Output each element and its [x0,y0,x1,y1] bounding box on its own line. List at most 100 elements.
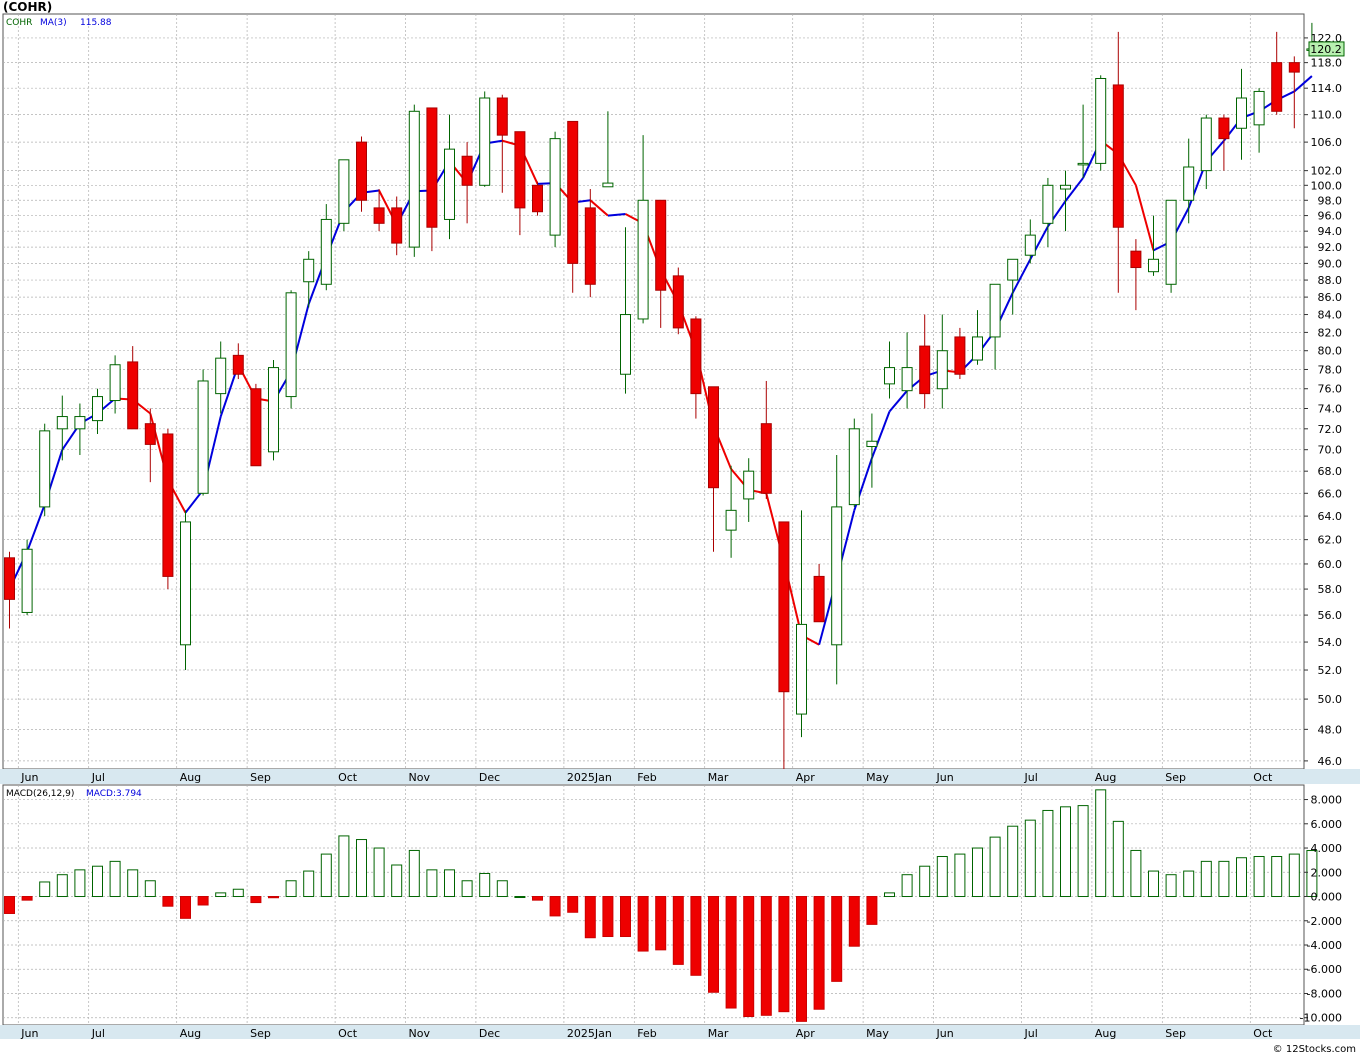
candle-down [655,199,667,291]
macd-bar-negative [180,896,191,919]
price-y-tick-label: 106.0 [1311,136,1343,149]
candle-up [637,199,649,320]
macd-bar-positive [1253,856,1265,898]
price-y-tick-label: 60.0 [1318,558,1343,571]
candle-up [56,416,68,430]
candle-down [250,388,262,467]
x-tick-label: Sep [1165,771,1186,784]
candle-up [180,521,191,646]
candle-down [4,557,15,600]
chart-title: (COHR) [3,0,53,14]
candle-down [496,97,508,136]
macd-bar-positive [1007,825,1019,898]
macd-bar-negative [162,896,174,907]
price-y-tick-label: 82.0 [1318,326,1343,339]
candle-down [461,155,473,186]
price-y-tick-label: 52.0 [1318,664,1343,677]
candle-up [989,283,1001,338]
macd-bar-negative [796,896,807,1022]
candle-up [444,148,455,220]
x-tick-label-lower: Oct [338,1027,358,1040]
candle-down [162,433,174,577]
macd-bar-positive [92,865,103,898]
macd-bar-positive [1042,809,1054,898]
macd-bar-positive [39,881,51,898]
candle-up [743,470,755,500]
price-y-tick-label: 114.0 [1311,82,1343,95]
candle-up [1200,117,1212,172]
macd-y-tick-label: 4.000 [1311,842,1343,855]
x-tick-label: Aug [1095,771,1116,784]
candle-up [197,380,209,494]
x-tick-label-lower: Aug [1095,1027,1116,1040]
price-y-tick-label: 118.0 [1311,57,1343,70]
macd-bar-negative [831,896,843,982]
candle-up [109,364,121,402]
macd-bar-negative [620,896,631,938]
price-y-tick-label: 84.0 [1318,309,1343,322]
x-tick-label-lower: Dec [479,1027,500,1040]
macd-bar-positive [391,864,403,898]
candle-up [408,110,420,248]
candle-up [972,336,983,361]
macd-y-tick-label: 8.000 [1311,794,1343,807]
macd-bar-negative [743,896,755,1018]
candle-down [584,207,596,285]
x-tick-label-lower: Aug [180,1027,201,1040]
ma3-segment [1011,258,1032,294]
price-y-tick-label: 100.0 [1311,179,1343,192]
x-tick-label: Jul [1024,771,1038,784]
x-tick-label-lower: May [866,1027,889,1040]
macd-y-tick-label: -8.000 [1307,987,1342,1000]
candle-down [426,107,438,228]
macd-bar-positive [972,847,983,898]
macd-bar-positive [1271,856,1283,898]
macd-bar-positive [127,869,139,898]
price-y-tick-label: 110.0 [1311,109,1343,122]
macd-bar-negative [866,896,878,925]
candle-up [303,258,315,283]
macd-bar-negative [584,896,596,939]
price-y-tick-label: 46.0 [1318,755,1343,768]
candle-down [813,575,825,623]
x-tick-label: Oct [338,771,358,784]
candle-down [127,361,139,430]
macd-bar-positive [444,869,455,898]
candle-up [479,97,491,186]
x-tick-label: May [866,771,889,784]
macd-bar-negative [268,896,279,899]
macd-legend-params: MACD(26,12,9) [6,789,74,799]
x-tick-label: Mar [708,771,729,784]
candle-up [268,367,279,453]
candle-up [1042,184,1054,224]
macd-bar-positive [408,849,420,898]
x-tick-label-lower: Jun [936,1027,954,1040]
x-tick-label: Apr [796,771,816,784]
macd-bar-negative [672,896,684,965]
candle-up [215,357,227,395]
price-legend-symbol: COHR [6,18,32,28]
candle-up [866,440,878,448]
x-tick-label-lower: Apr [796,1027,816,1040]
candle-down [760,423,772,494]
x-tick-label: Jun [936,771,954,784]
macd-bar-negative [778,896,790,1013]
macd-bar-positive [303,870,315,898]
site-credit: © 12Stocks.com [1272,1044,1356,1055]
price-y-tick-label: 66.0 [1318,487,1343,500]
macd-bar-negative [197,896,209,906]
candle-up [936,350,948,390]
candle-up [1095,77,1107,164]
macd-bar-positive [1218,860,1230,898]
macd-bar-negative [250,896,262,904]
x-tick-label: 2025Jan [567,771,612,784]
macd-bar-positive [1077,805,1089,898]
x-tick-label: Feb [637,771,656,784]
candle-up [320,218,332,285]
candle-up [1165,199,1177,285]
x-tick-label: Oct [1253,771,1273,784]
candle-down [778,521,790,693]
ma3-segment [589,199,609,217]
macd-bar-positive [1130,849,1142,898]
macd-legend-value: MACD:3.794 [86,789,142,799]
